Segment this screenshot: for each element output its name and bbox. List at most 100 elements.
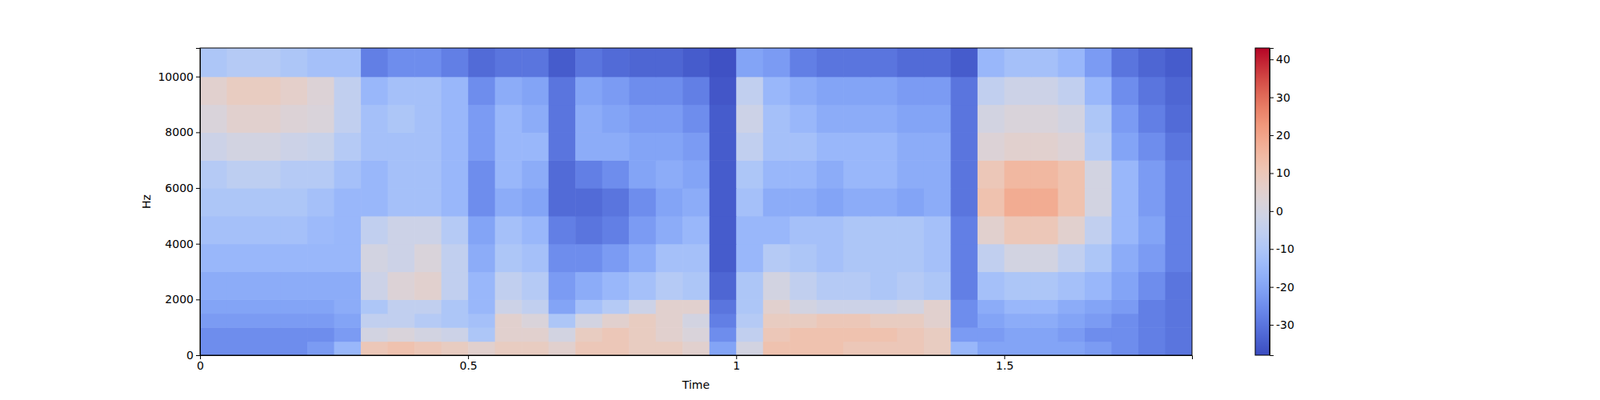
heatmap-cell [441, 327, 469, 342]
heatmap-cell [843, 76, 871, 105]
heatmap-cell [360, 104, 388, 133]
heatmap-cell [843, 327, 871, 342]
heatmap-cell [1031, 313, 1059, 328]
heatmap-cell [575, 299, 603, 314]
heatmap-cell [360, 160, 388, 188]
heatmap-cell [763, 216, 791, 244]
heatmap-cell [656, 216, 684, 244]
heatmap-cell [495, 299, 523, 314]
heatmap-cell [789, 48, 817, 77]
heatmap-cell [656, 313, 684, 328]
heatmap-cell [388, 216, 416, 244]
heatmap-cell [468, 299, 496, 314]
heatmap-cell [789, 188, 817, 216]
heatmap-cell [1164, 244, 1192, 272]
heatmap-cell [896, 341, 924, 356]
heatmap-cell [548, 299, 576, 314]
heatmap-cell [548, 132, 576, 160]
heatmap-cell [1164, 299, 1192, 314]
heatmap-cell [548, 341, 576, 356]
heatmap-cell [1031, 132, 1059, 160]
colorbar-axis-tick: 40 [1269, 52, 1291, 66]
colorbar-axis-tick-label: -20 [1276, 280, 1295, 294]
heatmap-cell [870, 104, 898, 133]
heatmap-cell [253, 327, 281, 342]
heatmap-cell [789, 216, 817, 244]
heatmap-cell [280, 327, 308, 342]
heatmap-cell [253, 341, 281, 356]
heatmap-cell [977, 132, 1005, 160]
heatmap-cell [521, 48, 549, 77]
heatmap-cell [1111, 104, 1139, 133]
heatmap-cell [307, 132, 335, 160]
heatmap-cell [200, 48, 228, 77]
heatmap-cell [307, 104, 335, 133]
heatmap-cell [656, 327, 684, 342]
heatmap-cell [227, 104, 255, 133]
heatmap-cell [1057, 313, 1085, 328]
heatmap-cell [521, 272, 549, 300]
heatmap-cell [1138, 299, 1166, 314]
heatmap-cell [468, 104, 496, 133]
heatmap-cell [548, 48, 576, 77]
heatmap-cell [548, 76, 576, 105]
y-axis-tick: 2000 [164, 292, 200, 306]
heatmap-cell [896, 299, 924, 314]
heatmap-cell [709, 160, 737, 188]
heatmap-cell [1164, 132, 1192, 160]
heatmap-cell [789, 341, 817, 356]
heatmap-cell [656, 104, 684, 133]
heatmap-cell [575, 104, 603, 133]
heatmap-cell [1164, 313, 1192, 328]
colorbar-axis-tick: -20 [1269, 280, 1295, 294]
heatmap-cell [977, 104, 1005, 133]
heatmap-cell [628, 244, 656, 272]
heatmap-cell [870, 160, 898, 188]
heatmap-cell [709, 104, 737, 133]
heatmap-cell [816, 132, 844, 160]
heatmap-cell [1004, 299, 1032, 314]
heatmap-cell [1031, 48, 1059, 77]
heatmap-cell [1084, 132, 1112, 160]
heatmap-cell [843, 104, 871, 133]
heatmap-cell [977, 188, 1005, 216]
heatmap-cell [307, 188, 335, 216]
heatmap-cell [736, 76, 764, 105]
colorbar-axis-tick: 30 [1269, 91, 1291, 104]
colorbar-axis-tick-mark [1269, 172, 1274, 174]
heatmap-cell [414, 299, 442, 314]
y-axis-line [196, 48, 201, 356]
heatmap-cell [789, 76, 817, 105]
heatmap-cell [1084, 327, 1112, 342]
heatmap-cell [789, 104, 817, 133]
heatmap-cell [1004, 341, 1032, 356]
heatmap-cell [441, 160, 469, 188]
heatmap-cell [360, 313, 388, 328]
heatmap-cell [1004, 160, 1032, 188]
heatmap-cell [360, 48, 388, 77]
heatmap-cell [1031, 76, 1059, 105]
heatmap-cell [1004, 188, 1032, 216]
heatmap-cell [628, 272, 656, 300]
colorbar-axis-tick-label: 30 [1276, 91, 1291, 104]
heatmap-cell [924, 313, 952, 328]
heatmap-cell [656, 48, 684, 77]
heatmap-cell [1138, 48, 1166, 77]
x-axis: 00.511.5 [196, 355, 1192, 372]
heatmap-cell [521, 132, 549, 160]
heatmap-cell [200, 160, 228, 188]
heatmap-cell [1084, 299, 1112, 314]
heatmap-cell [736, 188, 764, 216]
heatmap-cell [334, 216, 362, 244]
heatmap-cell [1084, 160, 1112, 188]
heatmap-cell [977, 76, 1005, 105]
heatmap-cell [709, 341, 737, 356]
heatmap-cell [709, 272, 737, 300]
heatmap-cell [1164, 341, 1192, 356]
heatmap-cell [280, 341, 308, 356]
y-axis-tick-label: 0 [186, 348, 194, 362]
heatmap-cell [360, 244, 388, 272]
heatmap-cell [628, 104, 656, 133]
colorbar-axis-tick: 10 [1269, 166, 1291, 180]
heatmap-cell [870, 313, 898, 328]
